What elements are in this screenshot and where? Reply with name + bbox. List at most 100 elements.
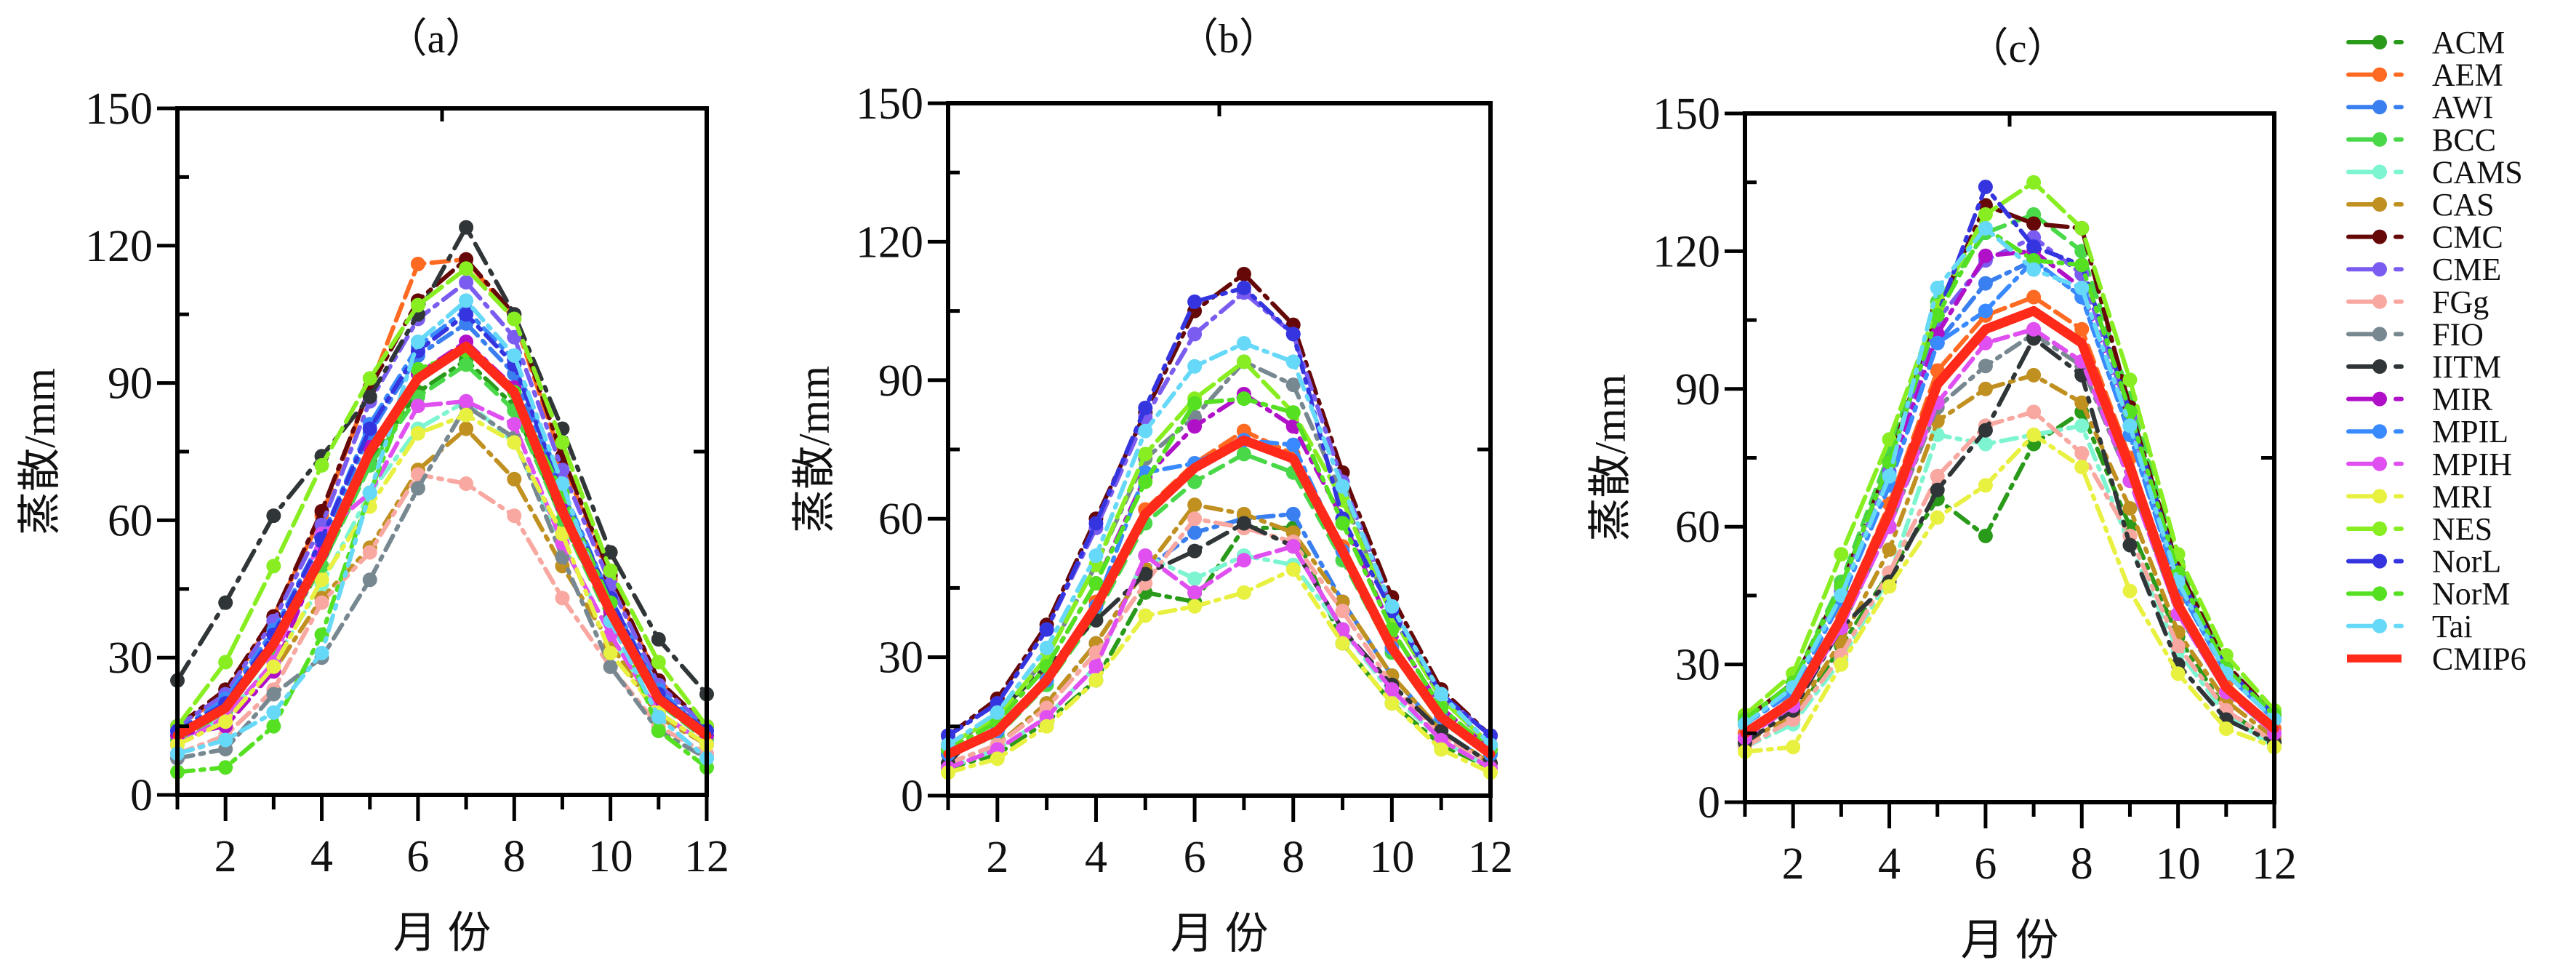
legend-marker [2372,391,2387,407]
data-point-Tai [1882,468,1897,484]
legend-item-AWI: AWI [2346,89,2493,125]
data-point-NorL [1088,516,1104,531]
data-point-FGg [314,595,329,610]
data-point-MPIH [459,393,474,409]
y-tick-label: 90 [878,356,923,406]
legend-item-NorM: NorM [2346,576,2511,612]
y-tick-label: 150 [1653,89,1720,139]
y-tick-label: 0 [130,771,153,820]
data-point-NorM [1285,405,1301,420]
data-point-NorL [2026,239,2042,255]
x-tick-label: 2 [1782,839,1805,889]
legend-marker [2372,132,2387,147]
data-point-AEM [410,256,425,271]
legend-marker [2372,553,2387,569]
legend-item-FGg: FGg [2346,284,2489,320]
legend-marker [2372,327,2387,342]
legend-item-CMIP6: CMIP6 [2347,641,2527,676]
legend-label: AWI [2432,89,2493,125]
data-point-NES [2122,372,2138,388]
data-point-CAMS [1978,436,1993,452]
series-line-CAS [946,503,1493,766]
data-point-Tai [2026,262,2042,277]
legend-marker [2372,67,2387,82]
data-point-FGg [507,508,522,524]
data-point-NES [651,655,666,670]
data-point-Tai [1187,359,1203,374]
data-point-MRI [1236,585,1251,600]
data-point-NorM [651,723,666,738]
data-point-FGg [459,476,474,492]
y-tick-label: 30 [1675,641,1720,690]
x-tick-label: 8 [1282,833,1304,882]
data-point-Tai [1434,687,1449,702]
data-point-NES [2074,220,2090,236]
y-tick-label: 120 [85,222,153,271]
data-point-IITM [218,595,233,610]
panel-a: （a） 0 30 60 90 120 150 2 4 6 8 10 12 月 份 蒸散/mm [16,17,729,957]
data-point-MRI [314,572,329,588]
legend-label: FGg [2432,284,2489,320]
series-line-CMC [175,257,709,729]
data-point-NorM [266,719,281,734]
data-point-MPIH [1187,585,1203,600]
legend-marker [2372,489,2387,504]
series-line-NorM [946,396,1493,752]
data-point-CME [555,463,570,478]
data-point-MIR [1187,419,1203,434]
legend-item-CAMS: CAMS [2346,154,2523,190]
data-point-FIO [410,481,425,496]
legend-label: IITM [2432,349,2501,385]
data-point-MRI [1138,608,1153,623]
data-point-NorM [218,760,233,775]
legend-label: NorM [2432,576,2511,612]
data-point-NES [218,655,233,670]
data-point-MIR [1285,419,1301,434]
data-point-Tai [651,710,666,725]
data-point-CAS [459,421,474,436]
data-point-AWI [1285,506,1301,521]
data-point-MRI [1882,579,1897,594]
y-tick-label: 30 [108,633,153,683]
legend-label: CAMS [2432,154,2523,190]
data-point-Tai [990,705,1005,720]
data-point-FIO [1978,359,1993,374]
legend-item-MIR: MIR [2346,382,2493,417]
data-point-MRI [1285,562,1301,577]
data-point-Tai [266,705,281,720]
data-point-IITM [1930,482,1945,497]
panel-b: （b） 0 30 60 90 120 150 2 4 6 8 10 12 月 份 蒸散/mm [790,17,1513,958]
data-point-MPIH [1384,682,1400,697]
y-tick-label: 60 [108,496,153,545]
data-point-Tai [1138,423,1153,439]
data-point-MRI [2170,666,2186,681]
data-point-NorL [1187,294,1203,309]
y-axis-label: 蒸散/mm [1586,374,1634,541]
legend-marker [2372,197,2387,212]
data-point-IITM [1138,567,1153,582]
data-point-MRI [1978,478,1993,493]
legend-label: CME [2432,252,2501,287]
data-point-MPIH [1088,659,1104,674]
series-line-CMC [946,271,1493,738]
data-point-MRI [1039,719,1054,734]
data-point-FGg [2074,446,2090,461]
x-tick-label: 2 [214,832,237,881]
data-point-CME [459,275,474,290]
data-point-BCC [1236,447,1251,462]
data-point-NES [314,457,329,473]
data-point-FGg [2026,404,2042,420]
data-point-CAS [507,471,522,487]
legend-marker [2372,424,2387,439]
data-point-MRI [2074,460,2090,475]
data-point-MRI [1834,657,1849,672]
data-point-CAMS [1930,427,1945,442]
data-point-NES [1138,447,1153,462]
series-line-CMIP6-top [174,341,710,740]
data-point-IITM [603,545,618,560]
data-point-Tai [1236,336,1251,351]
data-point-MRI [2218,721,2234,736]
data-point-MRI [1187,599,1203,614]
series-line-ACM [1743,409,2276,750]
legend-label: AEM [2432,57,2503,93]
